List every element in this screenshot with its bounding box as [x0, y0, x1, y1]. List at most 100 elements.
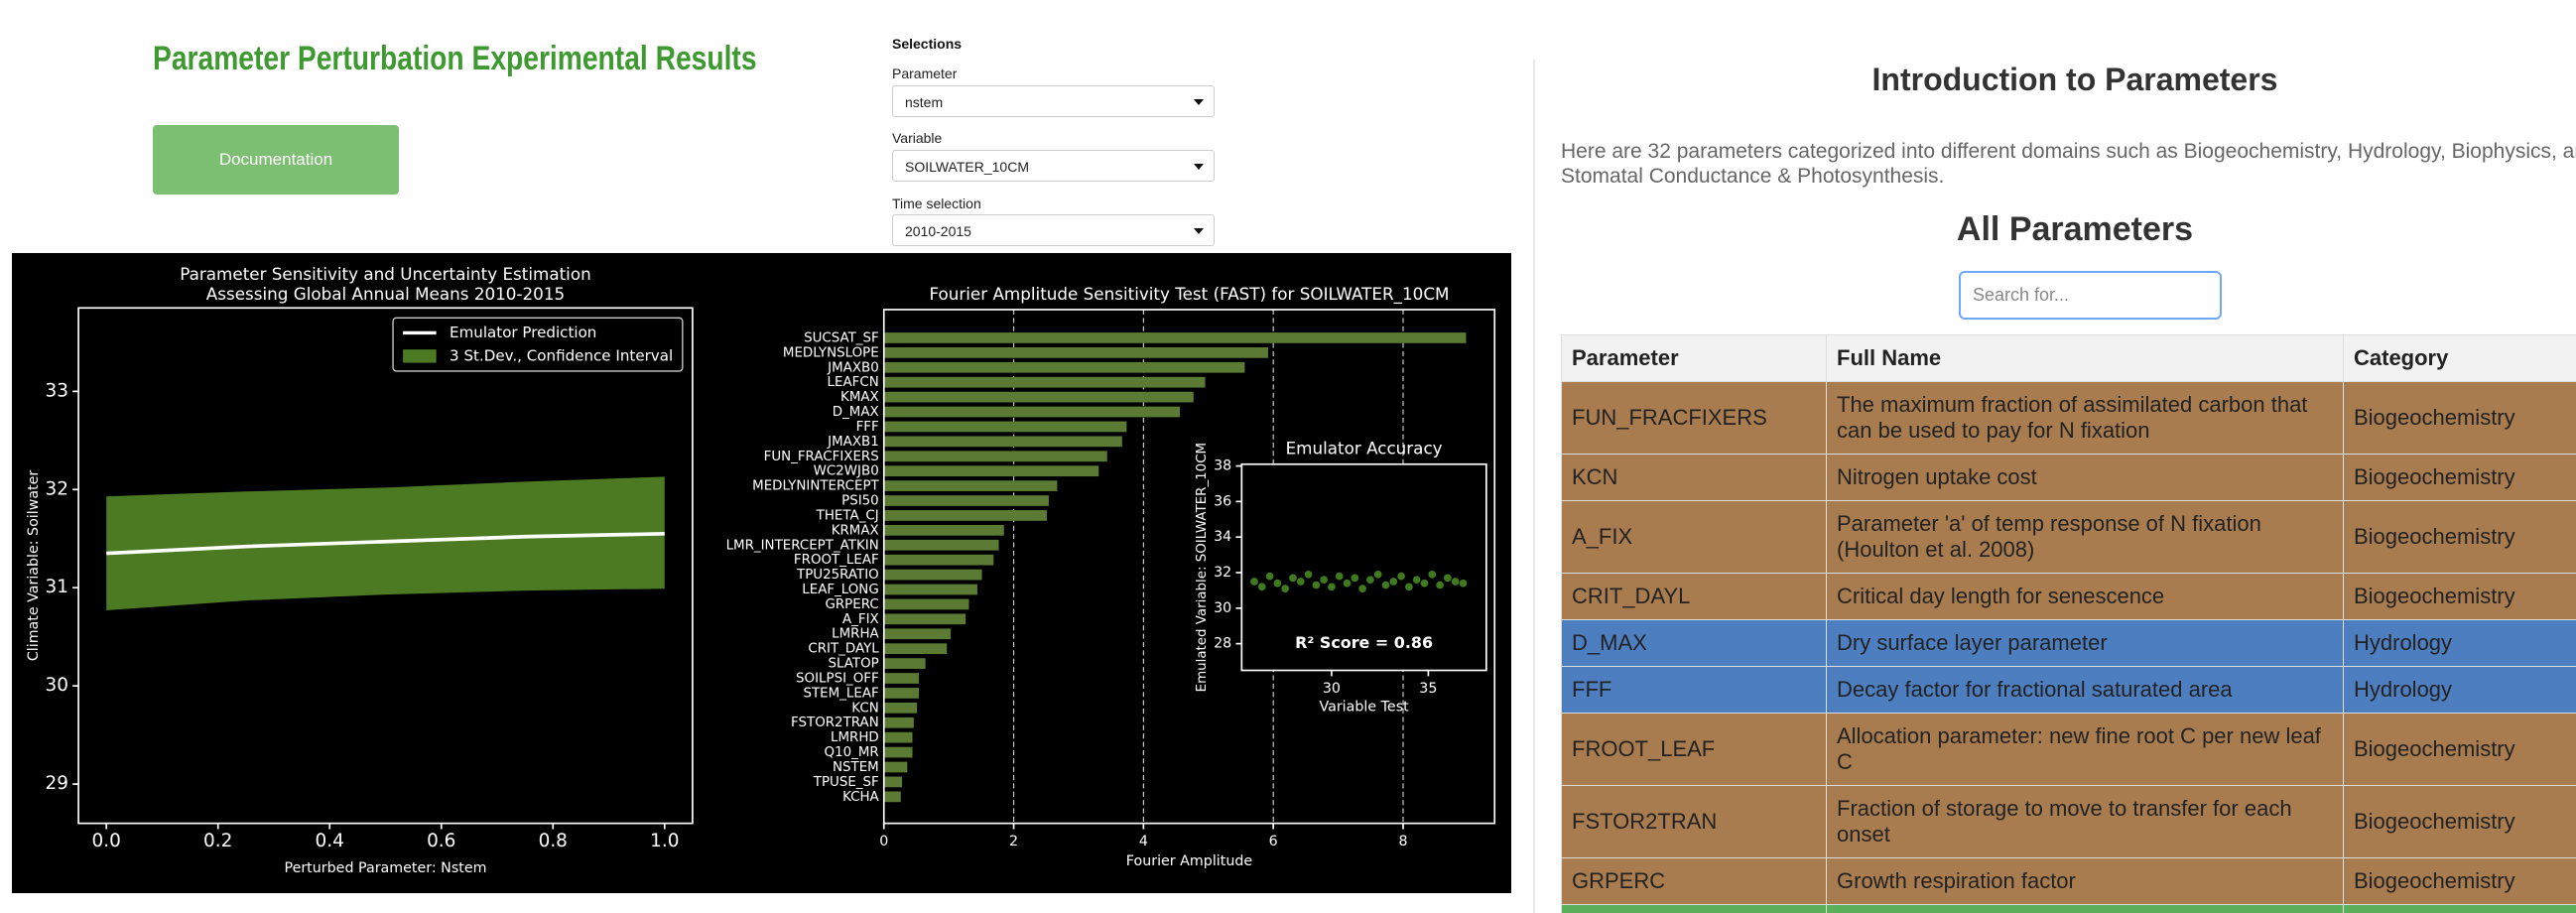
bar	[883, 480, 1058, 491]
scatter-point	[1351, 574, 1359, 583]
category-label: CRIT_DAYL	[808, 642, 879, 657]
category-label: KCN	[851, 701, 878, 716]
y-tick-label: 28	[1214, 636, 1231, 652]
dropdown[interactable]: SOILWATER_10CM	[892, 150, 1215, 182]
y-tick-label: 29	[46, 773, 68, 794]
bar	[883, 495, 1049, 506]
dropdown[interactable]: nstem	[892, 85, 1215, 117]
scatter-point	[1412, 576, 1421, 585]
category-label: GRPERC	[825, 597, 878, 612]
legend-label: Emulator Prediction	[450, 324, 596, 341]
table-cell: Biogeochemistry	[2343, 785, 2576, 858]
category-label: JMAXB0	[827, 360, 879, 375]
bar	[883, 731, 913, 743]
column-header: Parameter	[1561, 334, 1827, 382]
category-label: Q10_MR	[825, 745, 879, 760]
table-row: GRPERC Growth respiration factor Biogeoche…	[1561, 857, 2576, 905]
table-cell: Biogeochemistry	[2343, 500, 2576, 574]
bar	[883, 421, 1127, 433]
category-label: WC2WJB0	[814, 464, 879, 479]
table-cell: Growth respiration factor	[1826, 857, 2344, 905]
x-tick-label: 30	[1323, 681, 1341, 697]
scatter-point	[1343, 579, 1352, 587]
y-tick-label: 33	[46, 380, 68, 401]
scatter-point	[1273, 579, 1282, 587]
y-tick-label: 32	[46, 478, 68, 499]
table-row: FUN_FRACFIXERS The maximum fraction of as…	[1561, 381, 2576, 455]
bar	[883, 688, 920, 699]
bar	[883, 346, 1268, 358]
category-label: THETA_CJ	[816, 508, 879, 523]
category-label: MEDLYNINTERCEPT	[752, 479, 879, 494]
table-cell: Baseline proportion of nitrogen allocate…	[1826, 904, 2344, 913]
x-tick-label: 6	[1269, 834, 1278, 849]
table-cell: Biogeochemistry	[2343, 857, 2576, 905]
table-cell: CRIT_DAYL	[1561, 573, 1827, 620]
y-tick-label: 31	[46, 577, 68, 597]
bar	[883, 510, 1047, 521]
scatter-point	[1389, 578, 1398, 586]
bar	[883, 361, 1245, 373]
scatter-point	[1250, 578, 1258, 586]
x-tick-label: 4	[1139, 834, 1148, 849]
category-label: LMR_INTERCEPT_ATKIN	[726, 538, 879, 553]
table-cell: Parameter 'a' of temp response of N fixa…	[1826, 500, 2344, 574]
bar	[883, 332, 1467, 343]
header-row: Parameter Full Name Category	[1561, 334, 2576, 382]
table-row: KCN Nitrogen uptake cost Biogeochemistry	[1561, 454, 2576, 501]
scatter-point	[1436, 581, 1444, 589]
column-header: Category	[2343, 334, 2576, 382]
table-cell: Biogeochemistry	[2343, 713, 2576, 786]
category-label: SLATOP	[829, 657, 879, 672]
section-title: All Parameters	[1956, 210, 2194, 248]
category-label: KCHA	[842, 790, 879, 805]
scatter-point	[1312, 581, 1321, 589]
bar	[883, 717, 914, 728]
scatter-point	[1281, 585, 1290, 592]
scatter-point	[1335, 572, 1344, 581]
category-label: FFF	[856, 420, 879, 435]
table-cell: Hydrology	[2343, 666, 2576, 714]
bar	[883, 746, 913, 758]
chart-title: Fourier Amplitude Sensitivity Test (FAST…	[929, 284, 1449, 305]
category-label: LMRHD	[831, 730, 879, 745]
inset-title: Emulator Accuracy	[1286, 439, 1443, 458]
documentation-button[interactable]: Documentation	[153, 125, 399, 195]
table-cell: FSTOR2TRAN	[1561, 785, 1827, 858]
table-row: CRIT_DAYL Critical day length for senesce…	[1561, 573, 2576, 620]
x-axis-label: Fourier Amplitude	[1126, 853, 1252, 869]
field-label: Parameter	[892, 65, 958, 81]
series-line	[106, 531, 665, 556]
search-input[interactable]: Search for...	[1959, 271, 2222, 320]
table-row: FSTOR2TRAN Fraction of storage to move to…	[1561, 785, 2576, 858]
category-label: FROOT_LEAF	[794, 553, 879, 568]
dropdown[interactable]: 2010-2015	[892, 214, 1215, 246]
table-cell: The maximum fraction of assimilated carb…	[1826, 381, 2344, 455]
field-label: Time selection	[892, 196, 981, 211]
bar	[883, 776, 903, 788]
scatter-point	[1257, 583, 1266, 591]
bar	[883, 451, 1107, 462]
scatter-point	[1320, 576, 1329, 585]
scatter-point	[1444, 574, 1452, 583]
table-cell: Biogeochemistry	[2343, 381, 2576, 455]
scatter-point	[1420, 579, 1429, 587]
category-label: JMAXB1	[827, 435, 879, 450]
scatter-point	[1397, 572, 1405, 581]
table-wrap: Parameter Full Name Category FUN_FRACFIXER…	[1561, 334, 2576, 913]
scatter-point	[1381, 581, 1390, 589]
x-tick-label: 0.8	[539, 831, 568, 851]
bar	[883, 554, 994, 566]
bar	[883, 643, 948, 655]
table-cell: FUN_FRACFIXERS	[1561, 381, 1827, 455]
y-tick-label: 36	[1214, 493, 1231, 509]
scatter-point	[1366, 576, 1374, 585]
y-tick-label: 38	[1214, 458, 1231, 474]
table-row: A_FIX Parameter 'a' of temp response of N…	[1561, 500, 2576, 574]
table-row: FFF Decay factor for fractional saturated…	[1561, 666, 2576, 714]
y-tick-label: 30	[1214, 600, 1231, 616]
category-label: LMRHA	[832, 627, 879, 642]
x-tick-label: 0.6	[427, 831, 455, 851]
table-cell: D_MAX	[1561, 619, 1827, 667]
